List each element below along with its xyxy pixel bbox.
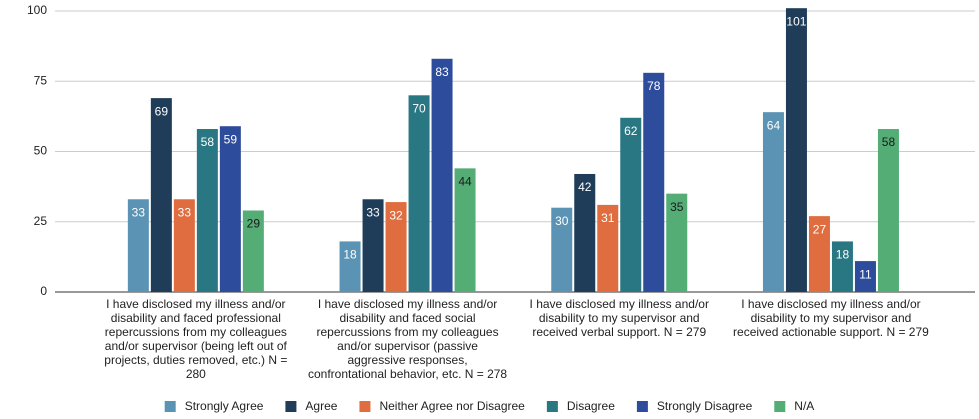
data-label: 33	[132, 205, 146, 219]
legend-label: Disagree	[567, 399, 615, 413]
data-label: 62	[624, 124, 638, 138]
bar	[877, 129, 899, 292]
data-label: 32	[389, 208, 403, 222]
data-label: 101	[786, 14, 806, 28]
bar	[242, 210, 264, 292]
y-tick-label: 0	[40, 284, 47, 298]
data-label: 31	[601, 211, 615, 225]
legend-swatch	[774, 401, 786, 412]
data-label: 83	[435, 65, 449, 79]
data-label: 35	[670, 200, 684, 214]
bar	[362, 199, 384, 292]
bar	[385, 202, 407, 292]
data-label: 30	[555, 214, 569, 228]
bar	[196, 129, 218, 292]
data-label: 70	[412, 101, 426, 115]
legend-label: Strongly Disagree	[657, 399, 753, 413]
y-tick-label: 50	[34, 144, 48, 158]
legend-swatch	[359, 401, 371, 412]
x-tick-label: I have disclosed my illness and/or disab…	[529, 297, 709, 339]
data-label: 33	[366, 205, 380, 219]
legend-swatch	[285, 401, 297, 412]
data-label: 69	[155, 104, 169, 118]
legend-swatch	[164, 401, 176, 412]
data-label: 29	[247, 217, 261, 231]
bar	[785, 8, 807, 292]
bar	[408, 95, 430, 292]
legend-swatch	[546, 401, 558, 412]
bar	[666, 193, 688, 292]
bar	[808, 216, 830, 292]
legend: Strongly Agree Agree Neither Agree nor Dis…	[164, 399, 814, 413]
data-label: 11	[859, 267, 872, 281]
y-tick-label: 100	[27, 3, 47, 17]
bar	[173, 199, 195, 292]
legend-label: N/A	[794, 399, 814, 413]
y-tick-label: 75	[34, 73, 48, 87]
x-tick-label-box: I have disclosed my illness and/or disab…	[104, 297, 288, 381]
bar	[831, 241, 853, 292]
data-label: 78	[647, 79, 661, 93]
bar	[127, 199, 149, 292]
data-label: 18	[343, 248, 357, 262]
bar	[454, 168, 476, 292]
data-label: 18	[836, 248, 850, 262]
bar	[574, 173, 596, 292]
x-tick-label: I have disclosed my illness and/or disab…	[307, 297, 508, 381]
bar	[431, 58, 453, 292]
legend-label: Neither Agree nor Disagree	[379, 399, 525, 413]
bar	[150, 98, 172, 292]
legend-label: Agree	[305, 399, 337, 413]
data-label: 59	[224, 132, 238, 146]
data-label: 42	[578, 180, 592, 194]
data-label: 58	[201, 135, 215, 149]
bar	[597, 204, 619, 292]
bar	[643, 72, 665, 292]
bar	[219, 126, 241, 293]
bar	[854, 261, 876, 292]
x-tick-label-box: I have disclosed my illness and/or disab…	[307, 297, 508, 381]
data-label: 58	[882, 135, 896, 149]
data-label: 64	[767, 118, 781, 132]
data-label: 44	[458, 175, 472, 189]
legend-label: Strongly Agree	[185, 399, 264, 413]
y-tick-label: 25	[34, 214, 48, 228]
data-label: 33	[178, 205, 192, 219]
legend-swatch	[636, 401, 648, 412]
bar	[762, 112, 784, 292]
x-tick-label: I have disclosed my illness and/or disab…	[104, 297, 288, 381]
bar	[551, 207, 573, 292]
data-label: 27	[813, 222, 827, 236]
x-tick-label: I have disclosed my illness and/or disab…	[733, 297, 929, 339]
bar	[339, 241, 361, 292]
bar	[620, 117, 642, 292]
x-tick-label-box: I have disclosed my illness and/or disab…	[529, 297, 709, 339]
x-tick-label-box: I have disclosed my illness and/or disab…	[733, 297, 929, 339]
